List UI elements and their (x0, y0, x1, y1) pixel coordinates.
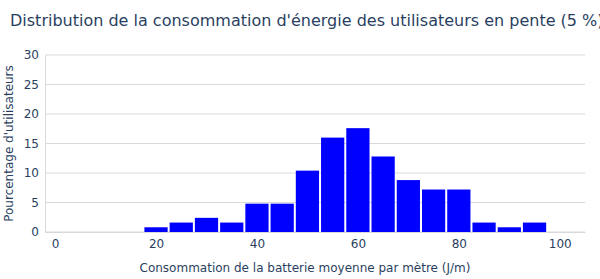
x-axis-line (46, 232, 586, 233)
bar (422, 190, 445, 232)
x-tick: 100 (549, 232, 572, 251)
y-tick-label: 10 (24, 166, 39, 180)
y-tick-label: 20 (24, 107, 39, 121)
x-tick-label: 40 (250, 237, 265, 251)
x-tick: 20 (149, 232, 164, 251)
y-axis-title: Pourcentage d'utilisateurs (2, 65, 16, 222)
x-tick: 60 (351, 232, 366, 251)
y-tick-label: 15 (24, 137, 39, 151)
bar (144, 227, 167, 232)
x-tick: 80 (452, 232, 467, 251)
grid-line (45, 55, 585, 56)
y-tick: 10 (24, 166, 45, 180)
grid-line (45, 143, 585, 144)
y-tick: 25 (24, 78, 45, 92)
bar (271, 204, 294, 232)
title: Distribution de la consommation d'énergi… (10, 11, 600, 30)
x-tick-label: 20 (149, 237, 164, 251)
y-tick: 5 (31, 196, 45, 210)
chart: 0 20 40 60 80 100 0 5 10 15 20 25 30 Distribution de … (0, 0, 600, 279)
x-tick-label: 100 (549, 237, 572, 251)
y-tick-label: 5 (31, 196, 39, 210)
bar (296, 171, 319, 232)
bar (195, 218, 218, 232)
y-axis: 0 5 10 15 20 25 30 (24, 48, 46, 239)
x-tick: 40 (250, 232, 265, 251)
grid (45, 55, 585, 232)
y-tick: 15 (24, 137, 45, 151)
y-tick-label: 25 (24, 78, 39, 92)
bar (397, 180, 420, 232)
y-axis-line (45, 56, 46, 233)
grid-line (45, 114, 585, 115)
bar (220, 223, 243, 232)
y-tick: 20 (24, 107, 45, 121)
bar (447, 190, 470, 232)
x-axis-title: Consommation de la batterie moyenne par … (140, 261, 471, 275)
y-tick: 0 (31, 225, 45, 239)
x-tick: 0 (52, 232, 60, 251)
bar (498, 227, 521, 232)
bar (321, 138, 344, 232)
x-tick-label: 80 (452, 237, 467, 251)
y-tick: 30 (24, 48, 45, 62)
x-axis: 0 20 40 60 80 100 (46, 232, 586, 251)
bar (346, 128, 369, 232)
x-tick-label: 60 (351, 237, 366, 251)
bar (245, 204, 268, 232)
bar (472, 223, 495, 232)
bars (144, 128, 546, 232)
grid-line (45, 84, 585, 85)
y-tick-label: 0 (31, 225, 39, 239)
bar (523, 223, 546, 232)
bar (372, 156, 395, 232)
bar (170, 223, 193, 232)
x-tick-label: 0 (52, 237, 60, 251)
y-tick-label: 30 (24, 48, 39, 62)
